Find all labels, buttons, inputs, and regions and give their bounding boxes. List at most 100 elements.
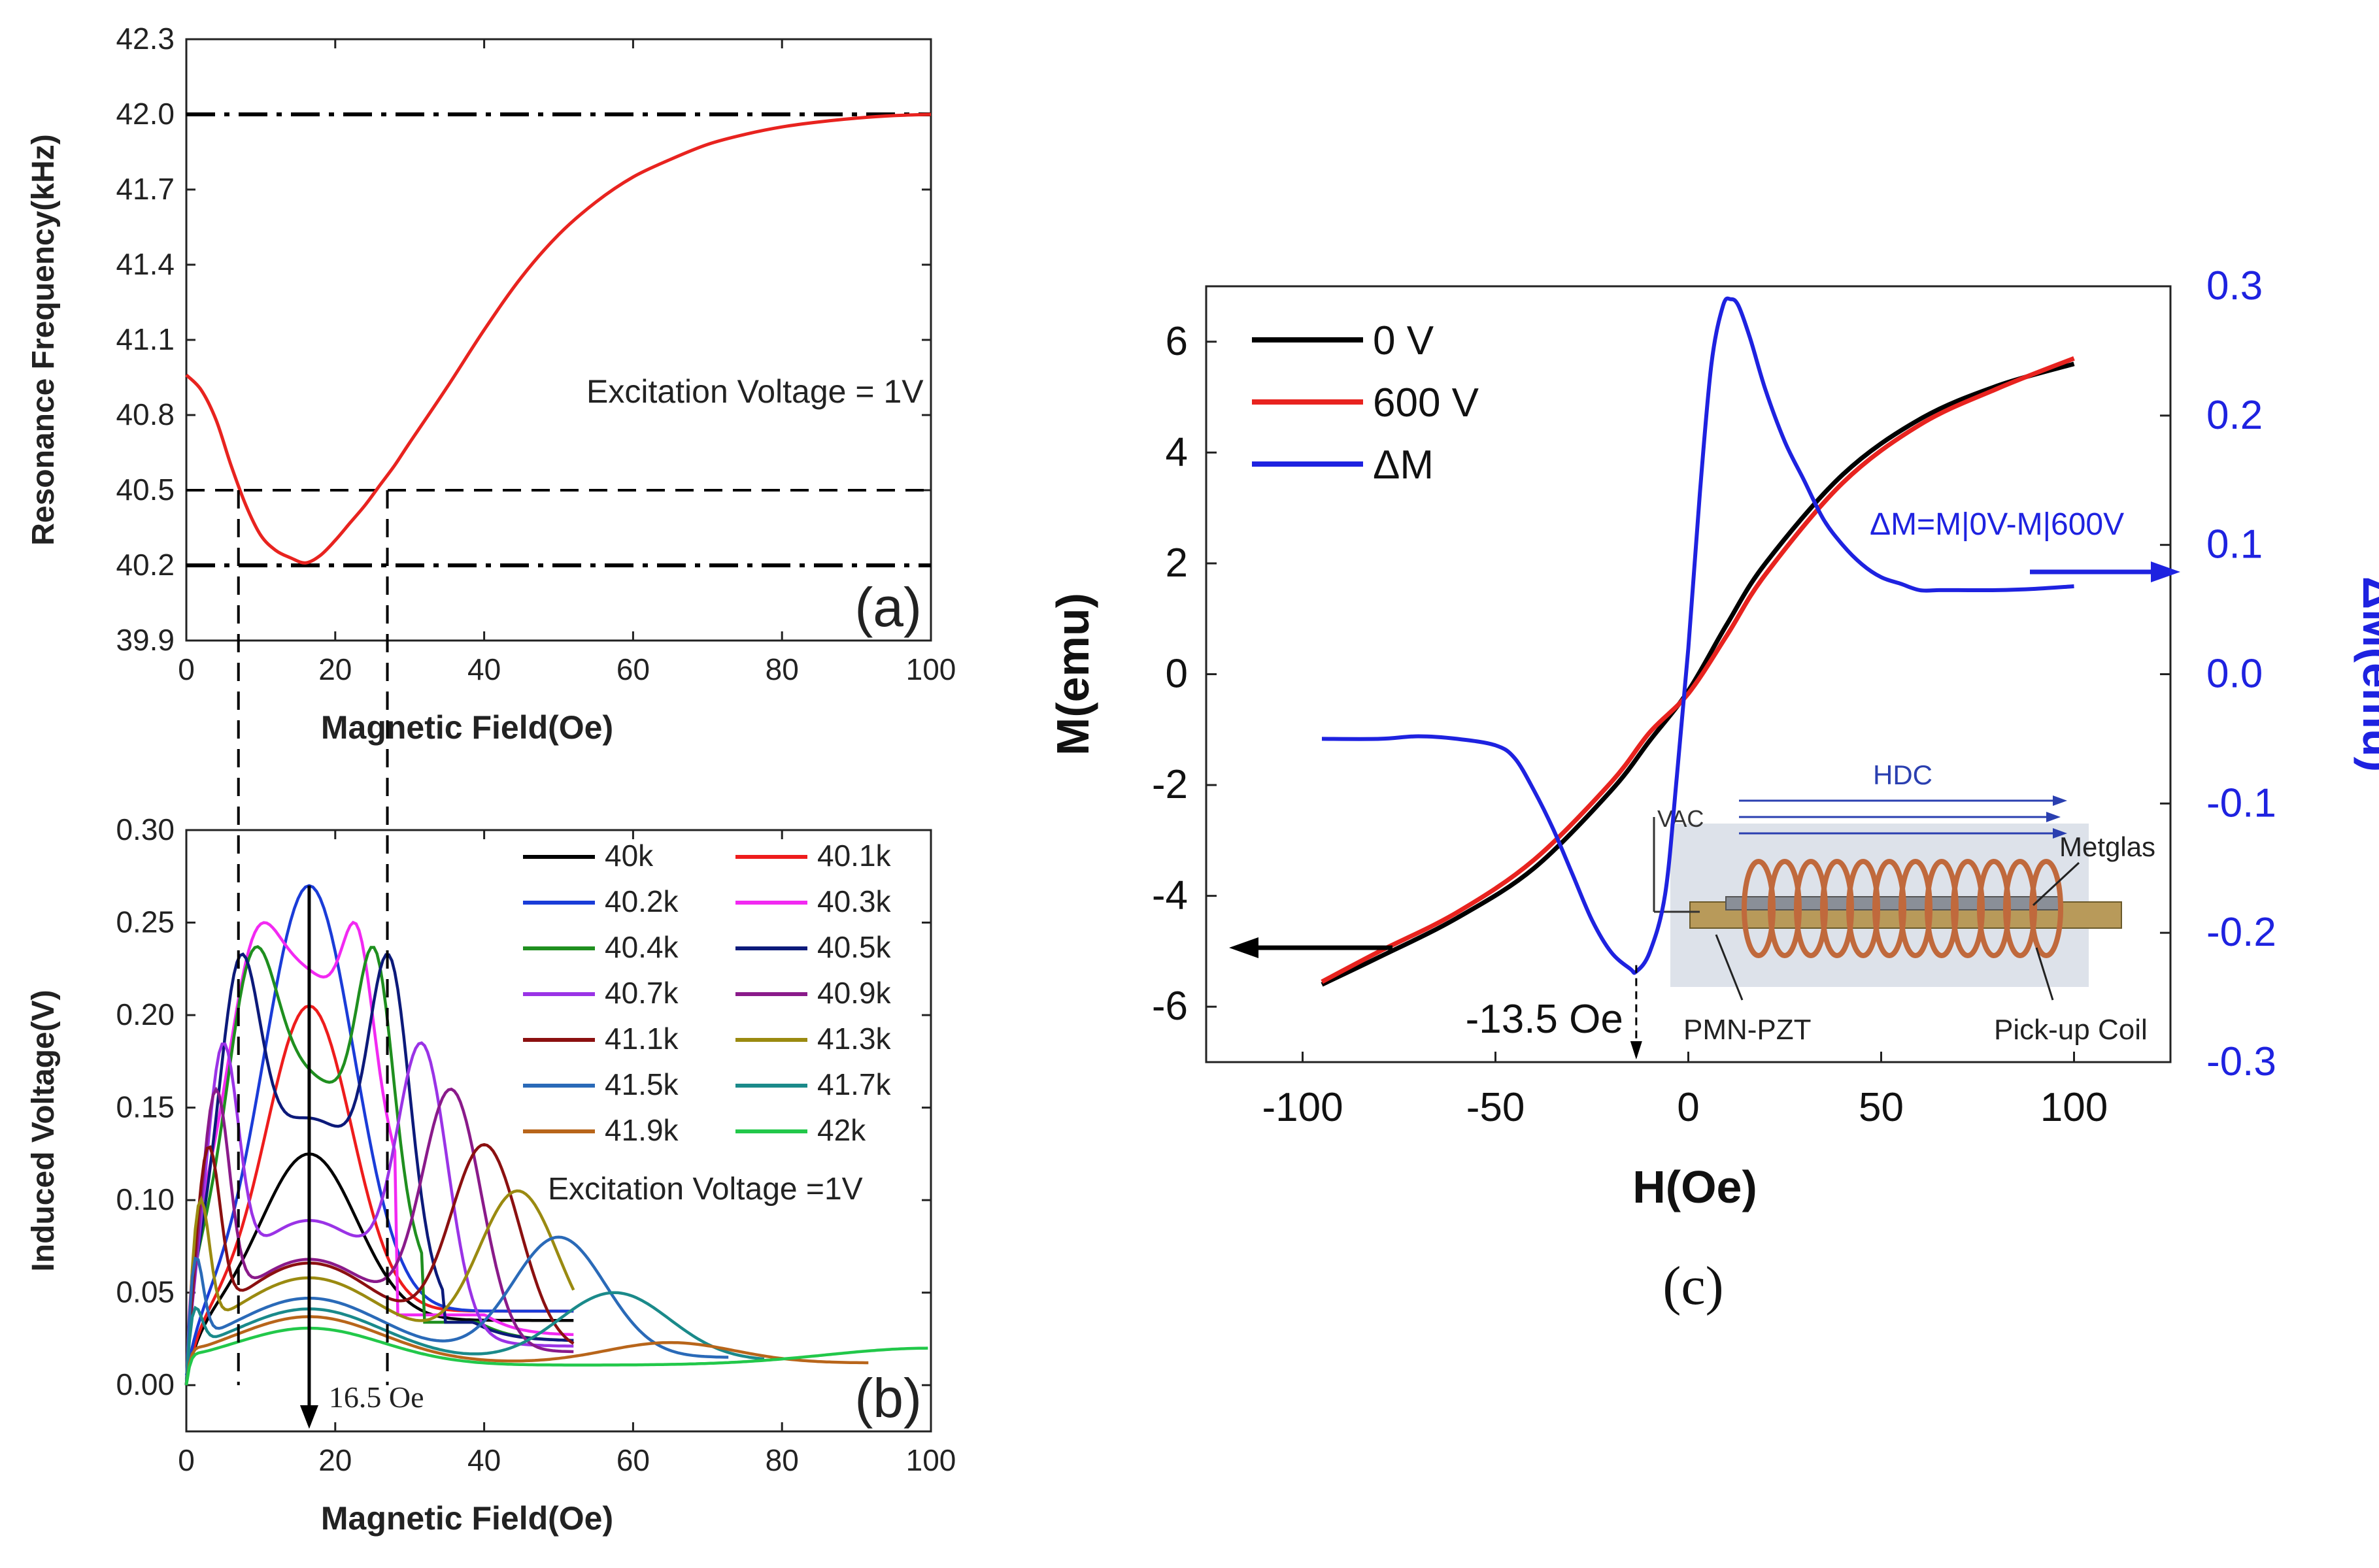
y-tick-label: 0.00 — [116, 1367, 175, 1401]
x-tick-label: 0 — [178, 652, 195, 686]
y-tick-label: 0.30 — [116, 812, 175, 846]
annotation-text: Excitation Voltage = 1V — [586, 373, 924, 410]
legend-label: 41.5k — [605, 1067, 679, 1101]
legend-label: 41.7k — [817, 1067, 892, 1101]
panel-label: (b) — [854, 1367, 922, 1429]
plot-frame-a — [185, 38, 932, 642]
coil-turn — [2029, 859, 2063, 958]
arrow-head-icon — [2053, 795, 2067, 806]
panel-label: (c) — [1662, 1256, 1723, 1316]
y2-tick-label: 0.0 — [2206, 652, 2263, 697]
y2-tick-label: 0.2 — [2206, 393, 2263, 438]
y2-tick-label: 0.3 — [2206, 263, 2263, 309]
x-tick-label: 20 — [318, 652, 352, 686]
y-tick-label: 0.10 — [116, 1182, 175, 1216]
series-line-40k — [184, 1152, 574, 1380]
pointer-line — [2032, 861, 2080, 907]
x-axis-label: H(Oe) — [1632, 1161, 1757, 1212]
inset-coil-label: Pick-up Coil — [1994, 1014, 2148, 1046]
connecting-guides — [237, 490, 389, 1386]
pointer-line — [2035, 947, 2054, 1001]
inset-metglas-label: Metglas — [2059, 831, 2155, 862]
y-tick-label: 42.0 — [116, 97, 175, 131]
series-line-40.3k — [184, 920, 574, 1386]
series-line-0 — [1321, 361, 2075, 987]
legend-label: 40.5k — [817, 930, 892, 964]
y-tick-label: 0.15 — [116, 1090, 175, 1124]
inset-hdc-label: HDC — [1873, 759, 1932, 790]
series-line-41.7k — [184, 1291, 765, 1386]
pointer-line — [1715, 934, 1744, 1001]
panel-a: 39.9 40.2 40.5 40.8 41.1 41.4 41.7 42.0 42.3 0 20 4… — [26, 22, 956, 746]
x-tick-label: 0 — [1677, 1085, 1699, 1130]
y-axis-label: M(emu) — [1047, 593, 1098, 756]
series-line-41.9k — [184, 1315, 869, 1386]
legend-label: 41.3k — [817, 1022, 892, 1056]
arrow-head-icon — [299, 1405, 318, 1429]
x-tick-label: 80 — [766, 1443, 799, 1477]
arrow-head-icon — [1229, 937, 1258, 958]
y2-axis-label: ΔM(emu) — [2354, 576, 2379, 772]
y2-tick-label: -0.1 — [2206, 780, 2276, 826]
y-tick-label: 41.7 — [116, 172, 175, 206]
y-tick-label: 41.1 — [116, 322, 175, 356]
y-tick-label: 0.05 — [116, 1275, 175, 1309]
min-annotation: -13.5 Oe — [1466, 997, 1623, 1042]
x-tick-label: 40 — [467, 652, 501, 686]
y-tick-label: 0.20 — [116, 997, 175, 1031]
resonance-curve — [185, 112, 932, 565]
panel-label: (a) — [854, 576, 922, 638]
y-axis-label: Resonance Frequency(kHz) — [26, 134, 61, 546]
legend-label: ΔM — [1373, 442, 1434, 488]
y2-tick-label: -0.2 — [2206, 910, 2276, 955]
annotation-text: Excitation Voltage =1V — [548, 1172, 863, 1207]
y-tick-label: -6 — [1152, 984, 1188, 1029]
y-tick-label: 2 — [1166, 541, 1188, 586]
arrow-head-icon — [2053, 828, 2067, 839]
x-tick-label: -100 — [1262, 1085, 1343, 1130]
series-line-40.7k — [184, 1041, 574, 1386]
legend-label: 40.2k — [605, 884, 679, 918]
y-tick-label: 42.3 — [116, 22, 175, 56]
series-line-41.1k — [184, 1143, 575, 1386]
y-tick-label: 39.9 — [116, 623, 175, 657]
arrow-head-icon — [1630, 1041, 1642, 1059]
y2-tick-label: 0.1 — [2206, 522, 2263, 567]
y-tick-label: 0.25 — [116, 905, 175, 939]
plot-frame-b — [185, 829, 932, 1433]
y-axis-label: Induced Voltage(V) — [26, 990, 61, 1271]
x-tick-label: 60 — [616, 652, 650, 686]
y2-tick-label: -0.3 — [2206, 1039, 2276, 1084]
series-line-2 — [1321, 296, 2074, 975]
legend-label: 40.7k — [605, 976, 679, 1010]
x-tick-label: 40 — [467, 1443, 501, 1477]
legend-label: 41.1k — [605, 1022, 679, 1056]
y-tick-label: -4 — [1152, 873, 1188, 918]
series-line-40.9k — [184, 1086, 574, 1386]
x-tick-label: 20 — [318, 1443, 352, 1477]
legend-label: 40.9k — [817, 976, 892, 1010]
x-tick-label: 60 — [616, 1443, 650, 1477]
inset-schematic: HDC VAC Metglas PMN-PZT Pick-up Coil — [1653, 759, 2155, 1046]
panel-c: -6 -4 -2 0 2 4 6 -0.3 -0.2 -0.1 0.0 0.1 0.2 0.3 -100 -5… — [1047, 263, 2379, 1316]
x-axis-label: Magnetic Field(Oe) — [321, 709, 613, 746]
inset-vac-label: VAC — [1657, 805, 1704, 832]
legend-label: 40.1k — [817, 839, 892, 873]
legend-label: 40k — [605, 839, 654, 873]
y-tick-label: 41.4 — [116, 247, 175, 281]
inset-pmn-pzt-label: PMN-PZT — [1683, 1014, 1812, 1046]
legend-label: 42k — [817, 1113, 866, 1147]
x-tick-label: 50 — [1859, 1085, 1904, 1130]
arrow-head-icon — [2151, 561, 2180, 582]
legend-label: 600 V — [1373, 380, 1479, 425]
legend-label: 0 V — [1373, 318, 1434, 363]
x-tick-label: 100 — [906, 652, 956, 686]
panel-b: 0.00 0.05 0.10 0.15 0.20 0.25 0.30 0 20 40 60 80 100… — [26, 812, 956, 1537]
series-line-41.5k — [184, 1235, 729, 1386]
y-tick-label: 6 — [1166, 319, 1188, 364]
x-tick-label: 0 — [178, 1443, 195, 1477]
series-line-1 — [1321, 356, 2075, 984]
legend-label: 40.4k — [605, 930, 679, 964]
delta-equation: ΔM=M|0V-M|600V — [1870, 507, 2124, 542]
